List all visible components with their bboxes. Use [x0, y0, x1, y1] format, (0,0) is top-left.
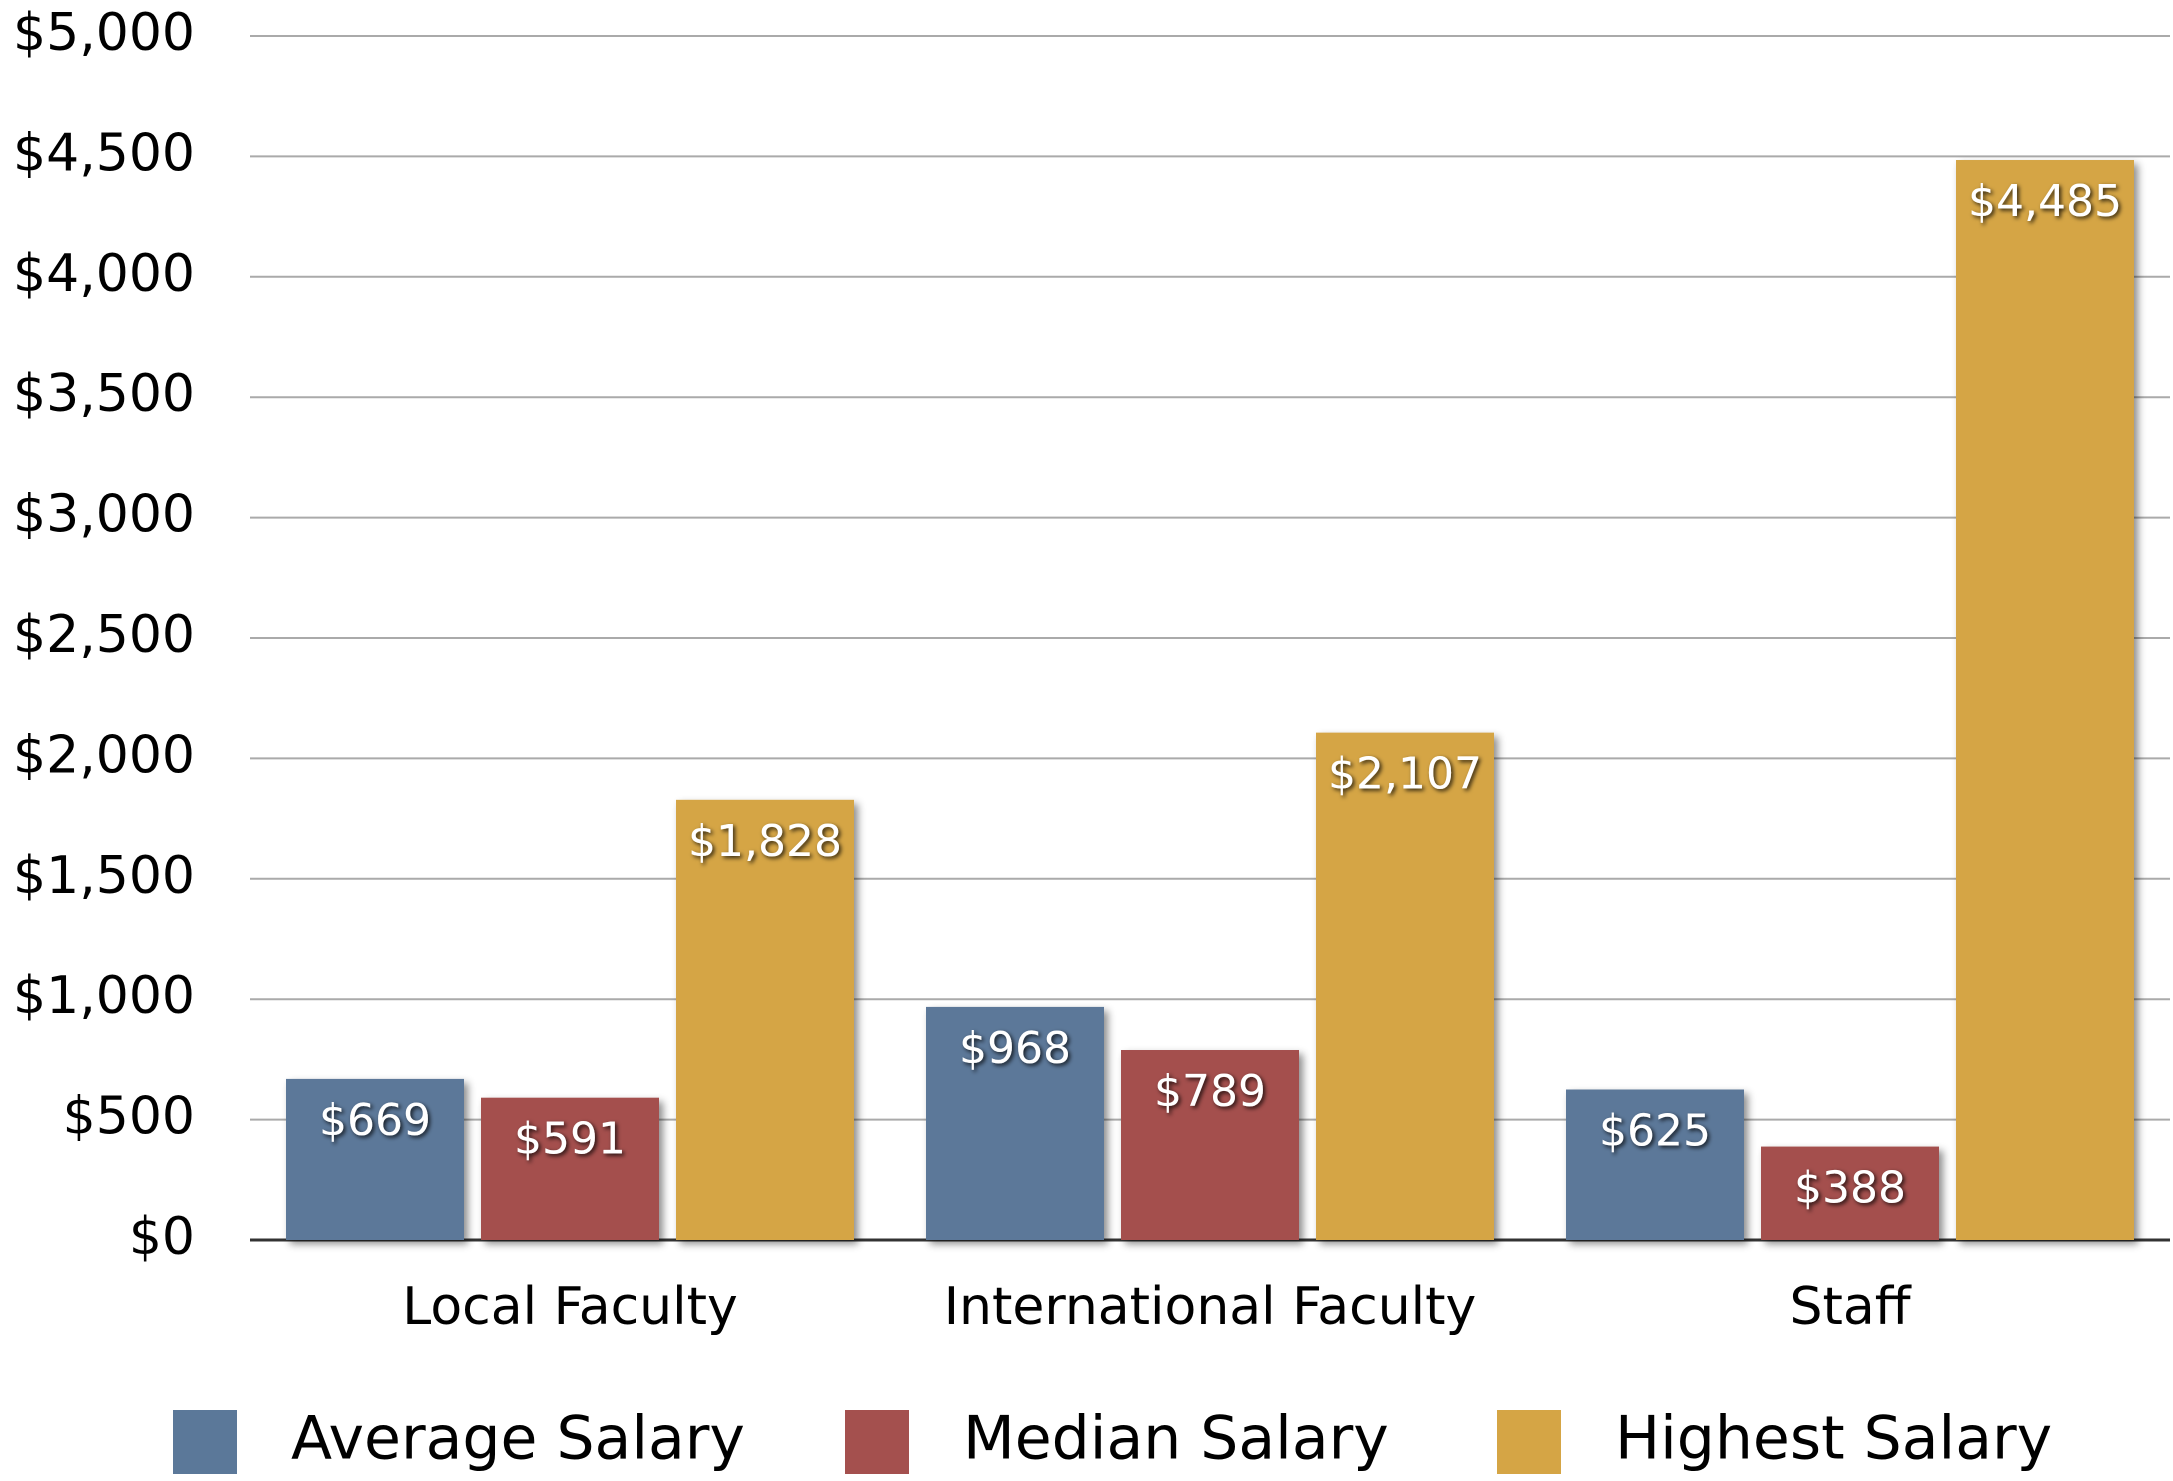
y-tick-label: $1,000: [13, 966, 195, 1026]
value-label: $388: [1794, 1163, 1906, 1214]
x-tick-label: International Faculty: [944, 1277, 1477, 1337]
value-label: $4,485: [1968, 176, 2122, 227]
value-label: $2,107: [1328, 749, 1482, 800]
bar: [1121, 1050, 1299, 1240]
bar: [1761, 1146, 1939, 1240]
legend-label: Average Salary: [291, 1404, 745, 1474]
legend-swatch: [1497, 1410, 1561, 1474]
legend-label: Highest Salary: [1615, 1404, 2052, 1474]
value-label: $789: [1154, 1066, 1266, 1117]
bar: [286, 1078, 464, 1240]
x-tick-label: Local Faculty: [402, 1277, 737, 1337]
legend-label: Median Salary: [963, 1404, 1389, 1474]
bar: [1566, 1089, 1744, 1240]
bar: [676, 799, 854, 1240]
bar: [481, 1097, 659, 1240]
legend-swatch: [173, 1410, 237, 1474]
bar: [926, 1006, 1104, 1240]
y-tick-label: $3,500: [13, 364, 195, 424]
value-label: $669: [319, 1095, 431, 1146]
x-tick-label: Staff: [1789, 1277, 1911, 1337]
y-tick-label: $2,500: [13, 605, 195, 665]
y-tick-label: $4,500: [13, 123, 195, 183]
bar: [1316, 732, 1494, 1240]
y-tick-label: $1,500: [13, 846, 195, 906]
y-tick-label: $0: [129, 1207, 195, 1267]
bar: [1956, 160, 2134, 1241]
y-tick-label: $2,000: [13, 725, 195, 785]
y-tick-label: $3,000: [13, 485, 195, 545]
value-label: $1,828: [688, 816, 842, 867]
value-label: $591: [514, 1114, 626, 1165]
value-label: $968: [959, 1023, 1071, 1074]
y-tick-label: $500: [63, 1087, 195, 1147]
y-tick-label: $5,000: [13, 3, 195, 63]
legend-swatch: [845, 1410, 909, 1474]
y-tick-label: $4,000: [13, 244, 195, 304]
value-label: $625: [1599, 1106, 1711, 1157]
